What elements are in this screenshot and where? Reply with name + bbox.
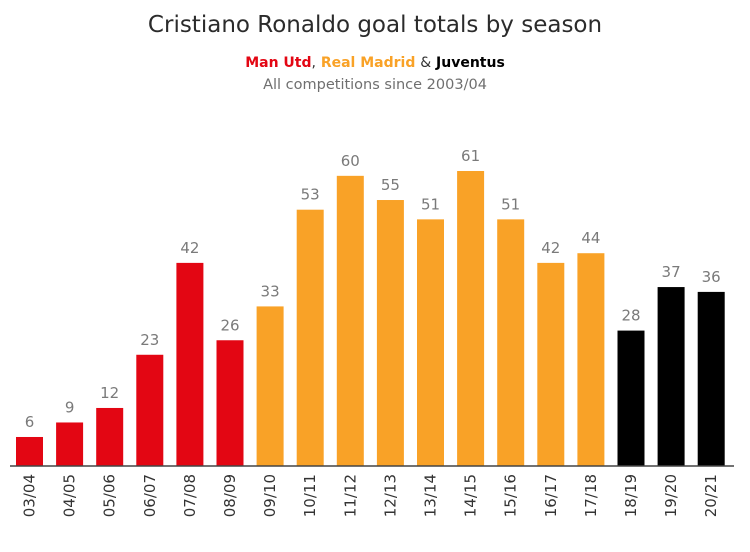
x-tick-label: 16/17 [542,474,560,517]
bar-16-17 [537,262,565,466]
value-label: 61 [461,147,480,165]
x-tick-label: 09/10 [261,474,279,517]
value-label: 9 [65,398,75,416]
bar-12-13 [376,200,404,466]
x-tick-label: 20/21 [702,474,720,517]
club-legend: Man Utd, Real Madrid & Juventus [0,55,750,71]
value-label: 42 [541,239,560,257]
value-label: 26 [220,316,239,334]
legend-comma: , [311,55,316,71]
legend-real-madrid: Real Madrid [320,55,416,71]
value-label: 33 [261,282,280,300]
x-tick-label: 10/11 [301,474,319,517]
value-label: 12 [100,384,119,402]
value-label: 23 [140,331,159,349]
bar-07-08 [176,262,204,466]
x-tick-label: 06/07 [141,474,159,517]
bar-10-11 [296,209,324,466]
legend-ampersand: & [420,55,432,71]
x-tick-label: 14/15 [462,474,480,517]
value-label: 55 [381,176,400,194]
value-label: 60 [341,152,360,170]
bar-20-21 [697,291,725,466]
value-label: 6 [25,413,35,431]
x-tick-label: 03/04 [21,474,39,517]
x-tick-label: 19/20 [662,474,680,517]
value-label: 28 [621,307,640,325]
bar-09-10 [256,306,284,466]
bar-03-04 [16,436,43,466]
bar-13-14 [417,219,444,466]
value-label: 51 [421,195,440,213]
chart-title: Cristiano Ronaldo goal totals by season [147,12,603,38]
bar-17-18 [577,253,605,466]
value-label: 37 [662,263,681,281]
value-label: 53 [301,186,320,204]
x-tick-label: 08/09 [221,474,239,517]
x-tick-label: 11/12 [341,474,359,517]
bar-18-19 [617,330,645,466]
x-tick-label: 12/13 [381,474,399,517]
x-tick-label: 07/08 [181,474,199,517]
bar-19-20 [657,287,685,466]
bar-04-05 [56,422,84,466]
x-tick-label: 17/18 [582,474,600,517]
value-label: 36 [702,268,721,286]
x-tick-label: 15/16 [502,474,520,517]
bar-14-15 [457,171,485,466]
bar-05-06 [96,407,124,466]
value-label: 42 [180,239,199,257]
x-tick-label: 13/14 [422,474,440,517]
bar-11-12 [336,175,364,466]
x-tick-label: 04/05 [61,474,79,517]
bar-15-16 [497,219,525,466]
legend-man-utd: Man Utd [245,55,312,71]
bar-06-07 [136,354,164,466]
chart-subtitle: All competitions since 2003/04 [263,77,487,93]
value-label: 44 [581,229,600,247]
x-tick-label: 18/19 [622,474,640,517]
x-tick-label: 05/06 [101,474,119,517]
bar-08-09 [216,340,244,466]
legend-juventus: Juventus [436,55,505,71]
value-label: 51 [501,195,520,213]
